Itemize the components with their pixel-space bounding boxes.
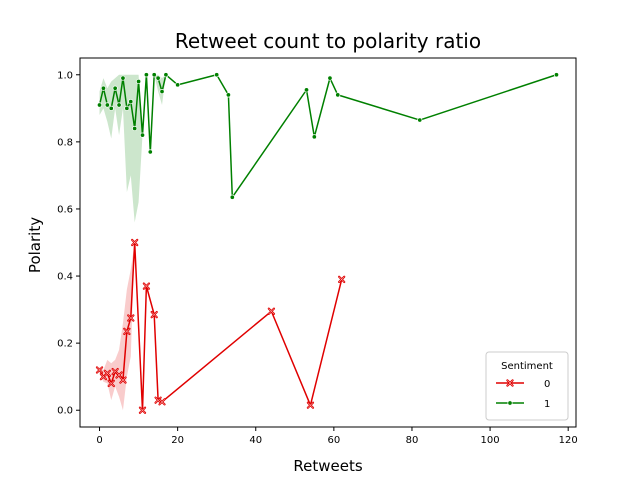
data-point xyxy=(151,72,157,78)
data-point xyxy=(119,376,127,384)
data-point xyxy=(132,125,138,131)
data-point xyxy=(150,310,158,319)
axes-frame xyxy=(79,57,577,428)
y-axis-ticks: 0.0 0.2 0.4 0.6 0.8 1.0 xyxy=(57,70,80,417)
data-point xyxy=(124,105,130,111)
data-point xyxy=(158,398,166,406)
data-point xyxy=(154,396,162,404)
data-point xyxy=(136,78,142,85)
x-axis-ticks: 0 20 40 60 80 100 120 xyxy=(96,427,578,446)
data-point xyxy=(96,102,103,108)
data-point xyxy=(139,132,146,138)
data-point xyxy=(103,369,111,377)
data-point xyxy=(306,401,315,409)
data-point xyxy=(128,99,134,105)
y-tick-label: 0.4 xyxy=(57,272,73,283)
legend-entry-1: 1 xyxy=(496,399,550,410)
data-point xyxy=(311,134,317,140)
data-point xyxy=(100,85,106,91)
legend-entry-0: 0 xyxy=(496,379,550,390)
data-point xyxy=(131,238,139,247)
data-point xyxy=(120,75,126,81)
legend-entries: 01 xyxy=(496,379,550,410)
data-point xyxy=(107,379,115,388)
data-point xyxy=(104,102,110,108)
data-point xyxy=(335,92,341,98)
data-point xyxy=(159,88,165,95)
x-tick-label: 40 xyxy=(249,435,262,446)
chart-title: Retweet count to polarity ratio xyxy=(175,29,481,53)
legend-marker xyxy=(507,400,513,406)
data-point xyxy=(163,72,169,78)
data-point xyxy=(267,307,276,315)
x-tick-label: 120 xyxy=(559,435,578,446)
data-point xyxy=(127,314,135,322)
series-line-1 xyxy=(98,74,557,198)
data-point xyxy=(553,72,560,78)
y-axis-title: Polarity xyxy=(26,217,44,273)
axes xyxy=(79,57,577,428)
legend-label: 0 xyxy=(544,379,550,390)
y-tick-label: 0.0 xyxy=(57,406,73,417)
data-point xyxy=(112,85,118,91)
x-axis-title: Retweets xyxy=(293,457,362,475)
x-tick-label: 100 xyxy=(481,435,500,446)
y-tick-label: 1.0 xyxy=(57,70,73,81)
plot-area xyxy=(95,72,560,414)
data-point xyxy=(303,87,310,93)
data-point xyxy=(155,75,161,81)
data-point xyxy=(175,82,181,88)
data-point xyxy=(143,72,149,78)
y-tick-label: 0.2 xyxy=(57,339,73,350)
y-tick-label: 0.8 xyxy=(57,137,73,148)
data-point xyxy=(214,72,220,78)
data-point xyxy=(327,75,333,81)
data-point xyxy=(138,406,147,414)
confidence-band-0 xyxy=(99,242,342,411)
x-tick-label: 80 xyxy=(406,435,419,446)
series-line-0 xyxy=(98,241,343,411)
data-point xyxy=(123,327,131,336)
data-point xyxy=(116,102,122,108)
data-point xyxy=(142,282,151,290)
series-0 xyxy=(95,238,346,414)
x-tick-label: 0 xyxy=(96,435,102,446)
legend: Sentiment 01 xyxy=(485,351,569,421)
x-tick-label: 60 xyxy=(327,435,340,446)
data-point xyxy=(225,92,231,98)
y-tick-label: 0.6 xyxy=(57,204,73,215)
series-1 xyxy=(96,72,560,223)
data-point xyxy=(229,194,235,200)
legend-label: 1 xyxy=(544,399,550,410)
data-point xyxy=(417,117,423,123)
data-point xyxy=(108,105,114,111)
legend-marker xyxy=(506,379,514,387)
legend-title: Sentiment xyxy=(501,361,553,372)
data-point xyxy=(147,149,153,155)
data-point xyxy=(338,275,346,284)
x-tick-label: 20 xyxy=(171,435,184,446)
data-point xyxy=(95,366,104,374)
